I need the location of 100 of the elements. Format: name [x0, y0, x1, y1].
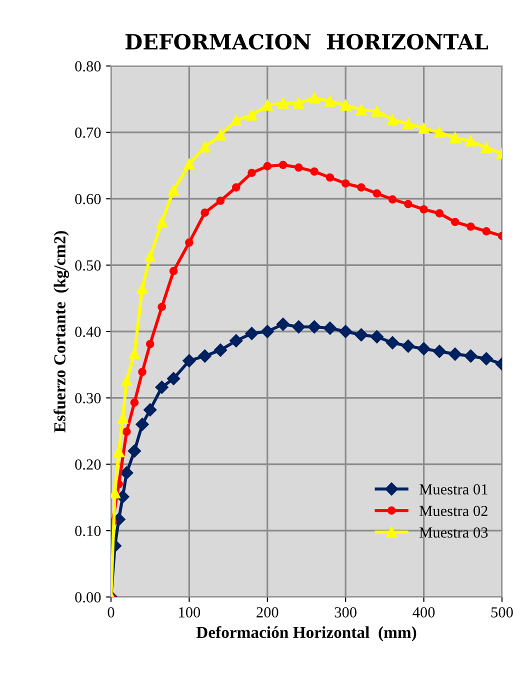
point	[216, 196, 225, 205]
point	[482, 227, 491, 236]
y-tick-label: 0.50	[75, 260, 101, 271]
point	[354, 328, 368, 342]
point	[230, 334, 243, 348]
point	[121, 375, 132, 386]
y-tick-label: 0.60	[75, 194, 101, 204]
point	[402, 118, 414, 130]
point	[292, 320, 306, 334]
point	[432, 344, 446, 358]
point	[341, 179, 350, 188]
chart-title: DEFORMACION HORIZONTAL	[126, 34, 488, 50]
point	[435, 209, 444, 218]
point	[386, 336, 400, 350]
point	[199, 141, 210, 153]
point	[169, 266, 178, 276]
point	[138, 368, 146, 376]
point	[308, 320, 321, 334]
point	[262, 100, 273, 111]
point	[198, 349, 212, 363]
point	[339, 324, 352, 338]
point	[450, 132, 461, 144]
point	[340, 100, 352, 111]
point	[418, 122, 430, 134]
point	[232, 183, 240, 192]
point	[404, 200, 412, 208]
point	[464, 349, 478, 363]
point	[166, 372, 180, 386]
point	[356, 104, 367, 116]
x-tick-label: 100	[179, 607, 200, 618]
point	[293, 98, 304, 109]
y-tick-label: 0.80	[75, 61, 101, 72]
y-tick-label: 0.00	[75, 592, 101, 603]
y-tick-label: 0.20	[75, 459, 101, 470]
x-tick-label: 0	[108, 607, 114, 618]
point	[200, 208, 210, 217]
point	[417, 342, 430, 356]
point	[294, 163, 303, 172]
point	[278, 160, 288, 170]
point	[434, 126, 445, 138]
point	[260, 324, 274, 338]
point	[465, 135, 476, 147]
point	[466, 222, 475, 231]
point	[480, 142, 492, 154]
y-axis-title: Esfuerzo Cortante (kg/cm2)	[54, 231, 69, 432]
point	[182, 354, 196, 368]
point	[128, 444, 142, 458]
point	[480, 352, 493, 366]
point	[156, 216, 168, 228]
point	[323, 322, 337, 335]
x-tick-label: 400	[412, 607, 435, 618]
point	[146, 340, 154, 348]
point	[136, 282, 148, 294]
point	[326, 173, 334, 182]
point	[450, 218, 460, 226]
point	[357, 183, 366, 192]
point	[185, 238, 194, 247]
point	[122, 428, 131, 436]
point	[324, 96, 336, 107]
point	[158, 302, 166, 312]
x-tick-label: 500	[491, 607, 513, 618]
point	[136, 418, 149, 432]
legend-label: Muestra 02	[420, 506, 488, 516]
x-tick-label: 200	[256, 607, 278, 618]
point	[308, 92, 320, 104]
point	[144, 250, 156, 262]
y-tick-label: 0.70	[75, 128, 101, 138]
point	[277, 98, 289, 109]
point	[420, 205, 428, 214]
x-axis-title: Deformación Horizontal (mm)	[196, 626, 416, 642]
y-tick-label: 0.30	[75, 393, 101, 404]
point	[130, 398, 139, 407]
point	[386, 114, 398, 126]
point	[402, 340, 415, 353]
point	[120, 466, 134, 480]
point	[448, 347, 462, 361]
point	[263, 162, 272, 170]
point	[370, 330, 384, 344]
point	[371, 106, 382, 117]
point	[372, 189, 382, 198]
point	[155, 380, 168, 394]
x-tick-label: 300	[334, 607, 356, 618]
point	[230, 114, 242, 126]
legend-label: Muestra 01	[420, 484, 488, 494]
point	[117, 412, 128, 424]
point	[214, 343, 228, 357]
point	[184, 158, 195, 170]
point	[144, 403, 157, 416]
point	[310, 167, 318, 176]
point	[276, 318, 290, 331]
point	[248, 168, 256, 178]
point	[246, 110, 258, 121]
point	[388, 195, 397, 204]
y-tick-label: 0.40	[75, 326, 101, 338]
y-tick-label: 0.10	[75, 526, 101, 536]
point	[245, 326, 258, 340]
point	[168, 184, 180, 196]
legend-label: Muestra 03	[420, 527, 488, 538]
point	[113, 446, 124, 458]
point	[128, 348, 140, 359]
